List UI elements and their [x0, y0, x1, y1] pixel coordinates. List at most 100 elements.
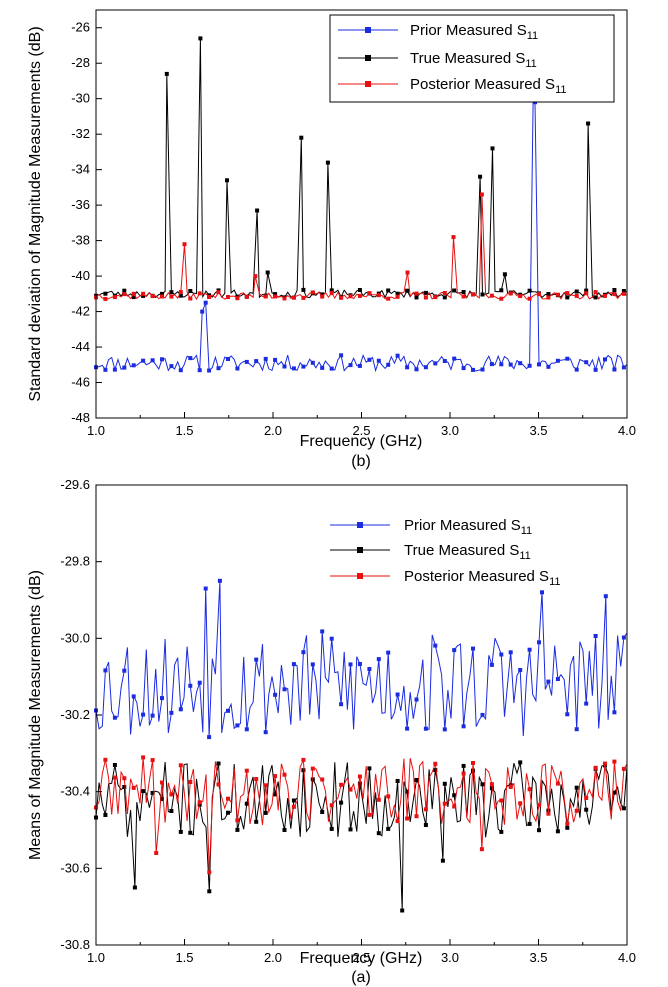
bottom-y-axis-label: Means of Magnitude Measurements (dB) [27, 570, 44, 860]
bottom-series-1-point [349, 827, 353, 831]
top-series-2-point [584, 291, 588, 295]
bottom-series-2-point [499, 799, 503, 803]
top-series-0-point [415, 367, 419, 371]
bottom-series-1-point [188, 831, 192, 835]
bottom-series-0-point [141, 713, 145, 717]
bottom-series-0-point [443, 727, 447, 731]
bottom-series-1-point [235, 828, 239, 832]
bottom-series-2-point [245, 769, 249, 773]
bottom-y-tick-label: -30.0 [60, 630, 90, 645]
top-series-2-point [311, 290, 315, 294]
bottom-series-0-point [122, 669, 126, 673]
top-series-2-point [103, 297, 107, 301]
top-series-1-point [612, 288, 616, 292]
top-legend-marker-0 [365, 27, 371, 33]
top-series-2-point [594, 290, 598, 294]
bottom-series-0-point [377, 657, 381, 661]
bottom-series-0-point [367, 667, 371, 671]
bottom-series-1-point [217, 762, 221, 766]
bottom-series-0-point [273, 693, 277, 697]
bottom-legend-label-subscript: 11 [521, 525, 532, 537]
bottom-series-2-point [320, 778, 324, 782]
top-legend-marker-2 [365, 81, 371, 87]
bottom-series-2-point [292, 805, 296, 809]
bottom-series-2-point [151, 758, 155, 762]
top-series-2-point [471, 292, 475, 296]
top-series-0-point [132, 363, 136, 367]
bottom-series-1-point [122, 785, 126, 789]
top-series-1-point [491, 146, 495, 150]
top-y-tick-label: -44 [71, 339, 90, 354]
top-y-tick-label: -40 [71, 268, 90, 283]
bottom-series-2-point [160, 781, 164, 785]
bottom-legend-marker-0 [357, 522, 363, 528]
bottom-series-0-point [235, 723, 239, 727]
bottom-series-2-point [433, 762, 437, 766]
top-series-0-point [537, 362, 541, 366]
bottom-series-1-point [386, 827, 390, 831]
bottom-series-1-point [396, 779, 400, 783]
bottom-series-2-point [273, 774, 277, 778]
top-series-2-point [330, 291, 334, 295]
top-series-2-point [113, 295, 117, 299]
bottom-series-2-point [528, 787, 532, 791]
top-series-0-point [518, 361, 522, 365]
top-series-0-point [204, 301, 208, 305]
top-y-tick-label: -34 [71, 162, 90, 177]
top-series-0-point [490, 362, 494, 366]
bottom-plot-frame [96, 485, 627, 945]
bottom-series-1-point [169, 809, 173, 813]
bottom-panel-caption: (a) [351, 969, 371, 986]
bottom-series-1-point [301, 768, 305, 772]
bottom-series-2-point [518, 801, 522, 805]
bottom-series-0-point [499, 653, 503, 657]
bottom-series-0-point [540, 590, 544, 594]
bottom-series-0-point [320, 629, 324, 633]
top-legend-label-subscript: 11 [555, 84, 566, 96]
top-series-2-point [273, 295, 277, 299]
bottom-series-1-point [133, 886, 137, 890]
bottom-x-axis-label: Frequency (GHz) [300, 950, 423, 967]
top-x-axis-label: Frequency (GHz) [300, 433, 423, 450]
bottom-series-0-point [151, 714, 155, 718]
top-series-0-point [169, 364, 173, 368]
top-series-0-point [499, 362, 503, 366]
top-legend-label-text: Posterior Measured S [410, 76, 555, 93]
top-series-2-point [301, 296, 305, 300]
top-series-1-point [586, 122, 590, 126]
bottom-legend-label-2: Posterior Measured S11 [404, 568, 561, 588]
bottom-series-2-point [179, 763, 183, 767]
bottom-series-2-point [358, 775, 362, 779]
top-y-tick-label: -32 [71, 126, 90, 141]
bottom-y-tick-label: -30.8 [60, 937, 90, 952]
top-series-0-point [292, 366, 296, 370]
top-series-0-point [603, 357, 607, 361]
bottom-series-0-point [301, 650, 305, 654]
bottom-series-1-point [103, 813, 107, 817]
top-series-2-point [349, 294, 353, 298]
bottom-legend-label-subscript: 11 [549, 576, 560, 588]
top-series-2-point [151, 294, 155, 298]
bottom-series-2-point [330, 803, 334, 807]
top-series-2-point [490, 294, 494, 298]
bottom-series-0-point [546, 680, 550, 684]
top-series-0-point [311, 361, 315, 365]
top-legend-label-text: True Measured S [410, 50, 525, 67]
bottom-legend-label-1: True Measured S11 [404, 542, 531, 562]
bottom-series-0-point [415, 698, 419, 702]
bottom-series-0-point [311, 662, 315, 666]
bottom-legend-label-text: True Measured S [404, 542, 519, 559]
bottom-series-1-point [330, 827, 334, 831]
top-legend-label-subscript: 11 [525, 58, 536, 70]
top-series-0-point [320, 366, 324, 370]
bottom-series-2-point [113, 776, 117, 780]
top-series-0-point [160, 357, 164, 361]
bottom-series-0-point [386, 651, 390, 655]
top-series-1-point [169, 290, 173, 294]
bottom-series-2-point [188, 780, 192, 784]
top-series-0-point [358, 364, 362, 368]
top-series-2-point [169, 295, 173, 299]
top-x-tick-label: 3.5 [529, 423, 547, 438]
top-series-0-point [103, 368, 107, 372]
bottom-series-1-point [377, 831, 381, 835]
